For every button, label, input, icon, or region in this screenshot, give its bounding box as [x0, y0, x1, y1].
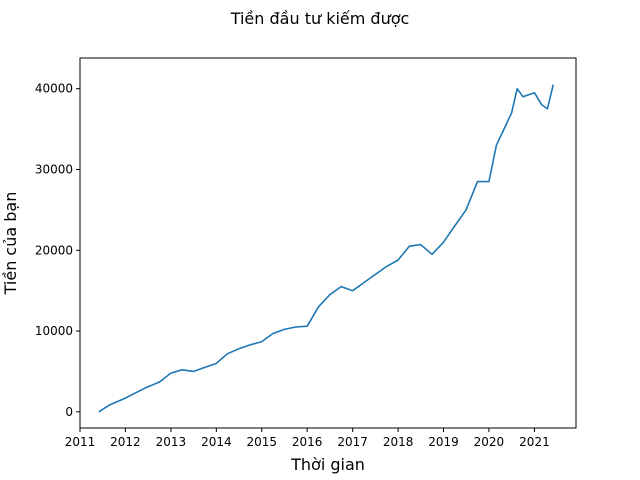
- y-tick-label: 20000: [35, 243, 73, 257]
- plot-area: 2011 2012 2013 2014 2015 2016 2017 2018 2019 2020…: [35, 57, 577, 449]
- investment-series-line: [98, 84, 554, 413]
- y-tick-label: 40000: [35, 82, 73, 96]
- x-tick-label: 2019: [428, 435, 459, 449]
- x-tick-label: 2011: [65, 435, 96, 449]
- axes-frame: [79, 57, 577, 429]
- y-tick-label: 0: [65, 405, 73, 419]
- y-tick-label: 30000: [35, 162, 73, 176]
- x-tick-label: 2018: [383, 435, 414, 449]
- y-tick-label: 10000: [35, 324, 73, 338]
- x-tick-label: 2017: [337, 435, 368, 449]
- x-tick-label: 2014: [201, 435, 232, 449]
- x-tick-label: 2021: [519, 435, 550, 449]
- x-axis-ticks: 2011 2012 2013 2014 2015 2016 2017 2018 2019 2020…: [65, 428, 550, 449]
- x-axis-label: Thời gian: [290, 455, 365, 474]
- chart-title: Tiền đầu tư kiếm được: [230, 9, 410, 28]
- y-axis-ticks: 0 10000 20000 30000 40000: [35, 82, 80, 419]
- x-tick-label: 2012: [110, 435, 141, 449]
- x-tick-label: 2016: [292, 435, 323, 449]
- x-tick-label: 2020: [474, 435, 505, 449]
- x-tick-label: 2015: [246, 435, 277, 449]
- y-axis-label: Tiền của bạn: [1, 192, 20, 296]
- x-tick-label: 2013: [156, 435, 187, 449]
